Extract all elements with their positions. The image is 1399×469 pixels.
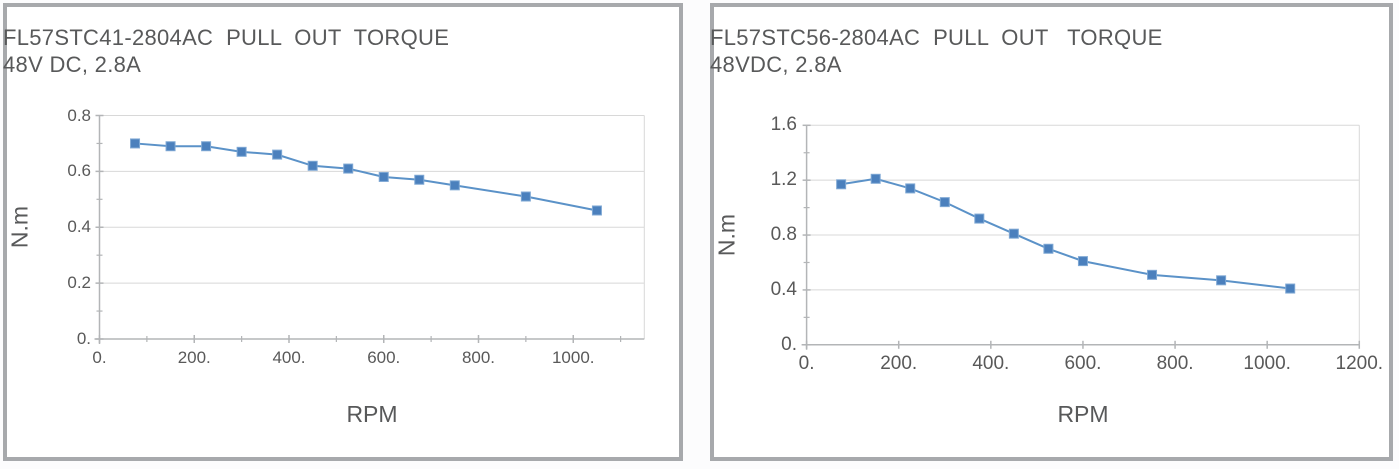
data-point-marker (1216, 275, 1227, 286)
chart-panel-left: FL57STC41-2804AC PULL OUT TORQUE 48V DC,… (3, 3, 683, 461)
x-tick-label: 1000. (551, 348, 595, 367)
x-tick-label: 1000. (1243, 353, 1291, 374)
y-tick-label: 1.2 (770, 169, 797, 191)
data-point-marker (591, 205, 602, 216)
torque-curve-line (840, 177, 1291, 290)
torque-curve-line (134, 142, 598, 212)
data-point-marker (520, 191, 531, 202)
data-point-marker (1077, 256, 1088, 267)
x-tick-label: 200. (880, 353, 918, 374)
x-tick-label: 0. (798, 353, 815, 374)
data-point-marker (201, 141, 212, 152)
y-tick-label: 1.6 (770, 114, 797, 136)
x-tick-label: 800. (1156, 353, 1194, 374)
y-tick-label: 0.8 (770, 224, 797, 246)
x-axis-title: RPM (346, 401, 398, 427)
y-tick-label: 0. (76, 329, 91, 348)
x-tick-label: 400. (972, 353, 1010, 374)
x-tick-label: 1200. (1335, 353, 1384, 374)
x-tick-label: 0. (92, 348, 107, 367)
data-point-marker (449, 180, 460, 191)
data-point-marker (236, 146, 247, 157)
plot-area (94, 114, 645, 344)
data-point-marker (870, 173, 881, 184)
data-point-marker (836, 179, 847, 190)
x-axis-title: RPM (1057, 401, 1109, 427)
data-point-marker (1008, 228, 1019, 239)
data-point-marker (343, 163, 354, 174)
y-tick-label: 0.6 (67, 161, 91, 181)
x-tick-label: 800. (461, 348, 496, 367)
y-tick-label: 0.2 (67, 273, 91, 293)
y-tick-label: 0.8 (67, 105, 91, 125)
data-point-marker (905, 183, 916, 194)
x-tick-label: 400. (272, 348, 306, 367)
x-tick-label: 600. (1064, 353, 1102, 374)
y-tick-label: 0.4 (770, 278, 797, 300)
data-point-marker (414, 174, 425, 185)
data-point-marker (130, 138, 141, 149)
data-point-marker (974, 213, 985, 224)
chart-panel-right: FL57STC56-2804AC PULL OUT TORQUE 48VDC, … (710, 3, 1393, 461)
data-point-marker (272, 149, 283, 160)
data-point-marker (939, 197, 950, 208)
x-tick-label: 200. (177, 348, 211, 367)
data-point-marker (1285, 283, 1296, 294)
y-tick-label: 0. (781, 333, 797, 355)
data-point-marker (1147, 269, 1158, 280)
data-point-marker (378, 171, 389, 182)
data-point-marker (1043, 243, 1054, 254)
data-point-marker (307, 160, 318, 171)
data-point-marker (165, 141, 176, 152)
y-tick-label: 0.4 (67, 217, 91, 237)
x-tick-label: 600. (367, 348, 401, 367)
plot-area (801, 124, 1361, 350)
